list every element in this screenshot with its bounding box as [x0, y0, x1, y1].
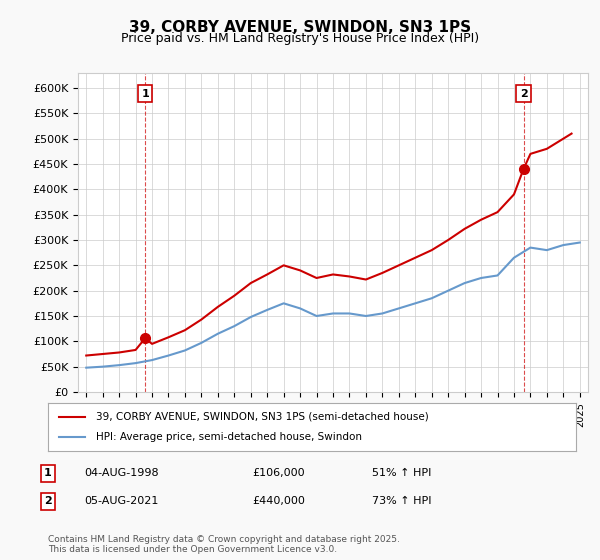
Text: 39, CORBY AVENUE, SWINDON, SN3 1PS: 39, CORBY AVENUE, SWINDON, SN3 1PS [129, 20, 471, 35]
Text: 1: 1 [141, 88, 149, 99]
Text: 2: 2 [520, 88, 527, 99]
Text: 2: 2 [44, 496, 52, 506]
Text: 51% ↑ HPI: 51% ↑ HPI [372, 468, 431, 478]
Text: 1: 1 [44, 468, 52, 478]
Text: Price paid vs. HM Land Registry's House Price Index (HPI): Price paid vs. HM Land Registry's House … [121, 32, 479, 45]
Text: 73% ↑ HPI: 73% ↑ HPI [372, 496, 431, 506]
Text: 39, CORBY AVENUE, SWINDON, SN3 1PS (semi-detached house): 39, CORBY AVENUE, SWINDON, SN3 1PS (semi… [95, 412, 428, 422]
Text: £106,000: £106,000 [252, 468, 305, 478]
Text: Contains HM Land Registry data © Crown copyright and database right 2025.
This d: Contains HM Land Registry data © Crown c… [48, 535, 400, 554]
Text: HPI: Average price, semi-detached house, Swindon: HPI: Average price, semi-detached house,… [95, 432, 362, 442]
Text: 04-AUG-1998: 04-AUG-1998 [84, 468, 158, 478]
Text: 05-AUG-2021: 05-AUG-2021 [84, 496, 158, 506]
Text: £440,000: £440,000 [252, 496, 305, 506]
